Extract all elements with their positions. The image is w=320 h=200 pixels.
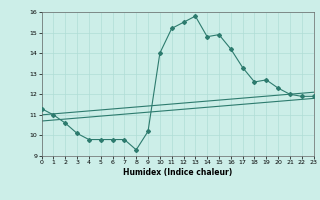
X-axis label: Humidex (Indice chaleur): Humidex (Indice chaleur) [123,168,232,177]
